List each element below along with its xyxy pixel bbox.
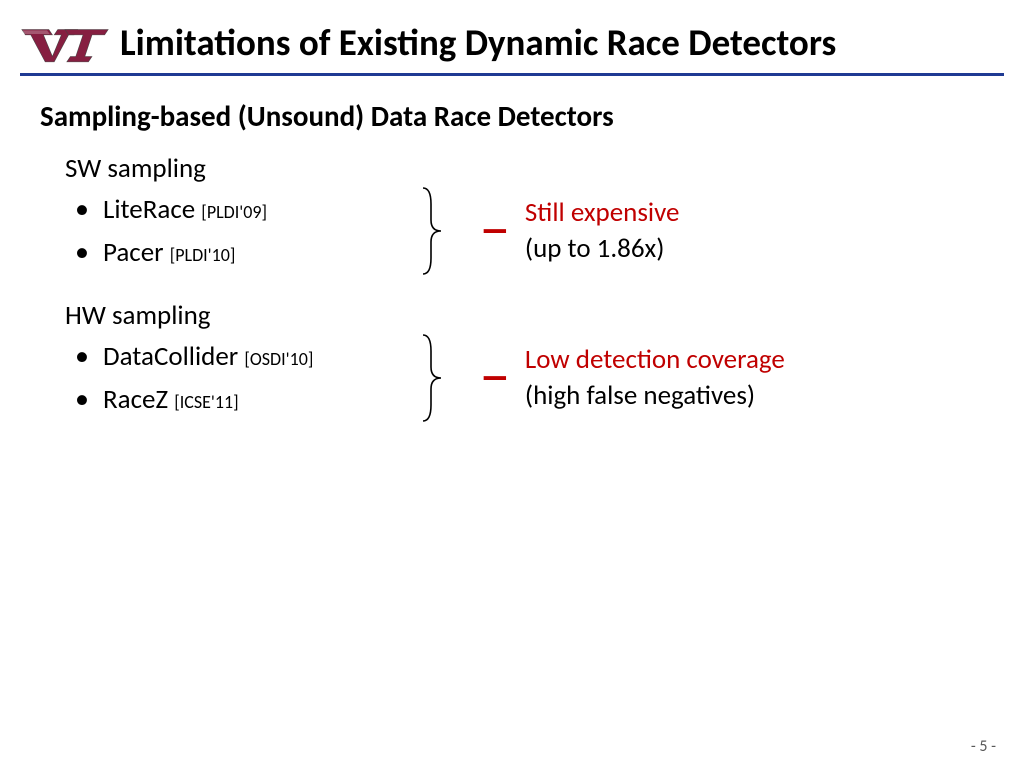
subsection-container: SW sampling LiteRace [PLDI'09] Pacer [PL… [65,152,984,416]
brace-icon [415,186,445,276]
hw-annotation: − Low detection coverage (high false neg… [415,333,785,423]
item-citation: [ICSE'11] [174,391,238,413]
annotation-line2: (high false negatives) [525,378,785,414]
section-heading: Sampling-based (Unsound) Data Race Detec… [40,98,984,134]
annotation-line1: Low detection coverage [525,342,785,378]
item-name: LiteRace [103,193,195,226]
page-number: - 5 - [971,737,996,756]
sw-sampling-block: SW sampling LiteRace [PLDI'09] Pacer [PL… [65,152,984,269]
brace-icon [415,333,445,423]
minus-icon: − [480,348,510,408]
item-name: Pacer [103,236,164,269]
item-name: DataCollider [103,340,238,373]
slide-header: Limitations of Existing Dynamic Race Det… [0,0,1024,65]
annotation-line2: (up to 1.86x) [525,231,680,267]
minus-icon: − [480,201,510,261]
item-citation: [PLDI'09] [201,201,267,223]
slide-title: Limitations of Existing Dynamic Race Det… [120,20,836,65]
item-name: RaceZ [103,383,168,416]
sw-annotation: − Still expensive (up to 1.86x) [415,186,679,276]
item-citation: [OSDI'10] [244,348,313,370]
annotation-text: Still expensive (up to 1.86x) [525,195,680,268]
annotation-text: Low detection coverage (high false negat… [525,342,785,415]
slide-content: Sampling-based (Unsound) Data Race Detec… [0,76,1024,416]
hw-sampling-block: HW sampling DataCollider [OSDI'10] RaceZ… [65,299,984,416]
vt-logo [20,22,110,64]
sw-subheading: SW sampling [65,152,984,185]
annotation-line1: Still expensive [525,195,680,231]
item-citation: [PLDI'10] [170,244,236,266]
hw-subheading: HW sampling [65,299,984,332]
